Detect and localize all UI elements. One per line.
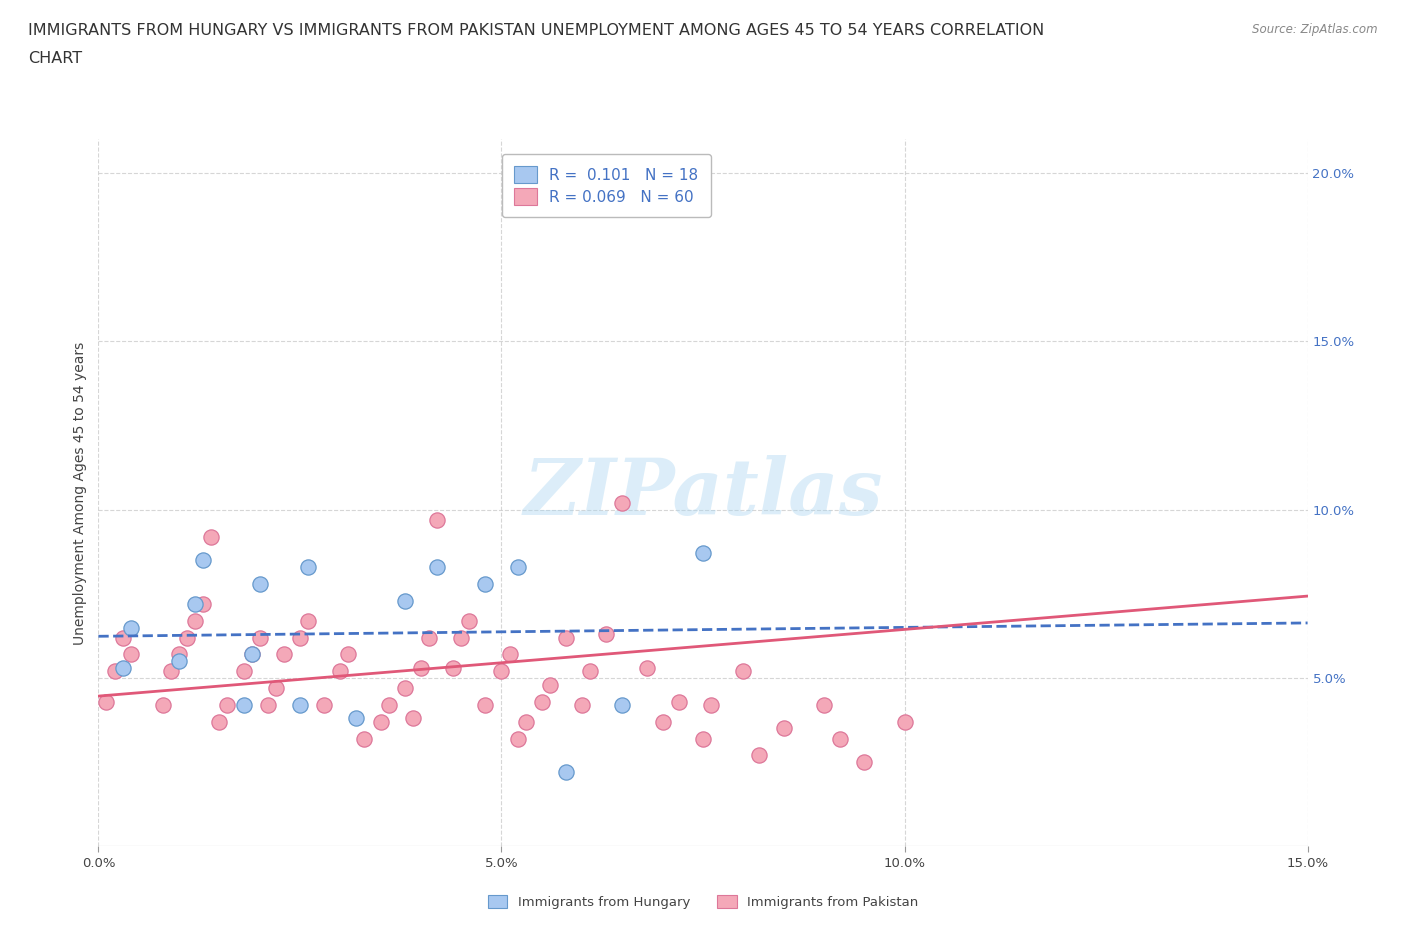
Legend: Immigrants from Hungary, Immigrants from Pakistan: Immigrants from Hungary, Immigrants from… [482,889,924,914]
Point [441,660,464,675]
Point [692,546,714,561]
Point [297,614,319,629]
Point [450,631,472,645]
Point [208,714,231,729]
Point [409,660,432,675]
Point [571,698,593,712]
Point [426,512,449,527]
Point [418,631,440,645]
Point [498,647,520,662]
Point [184,596,207,611]
Point [474,698,496,712]
Point [853,755,876,770]
Point [394,593,416,608]
Point [813,698,835,712]
Point [538,677,561,692]
Point [893,714,915,729]
Point [184,614,207,629]
Point [828,731,851,746]
Point [329,664,352,679]
Point [176,631,198,645]
Point [193,552,215,567]
Point [353,731,375,746]
Text: ZIPatlas: ZIPatlas [523,455,883,531]
Point [370,714,392,729]
Point [506,731,529,746]
Point [167,654,190,669]
Point [612,698,634,712]
Y-axis label: Unemployment Among Ages 45 to 54 years: Unemployment Among Ages 45 to 54 years [73,341,87,644]
Point [288,631,311,645]
Point [692,731,714,746]
Point [636,660,658,675]
Point [232,698,254,712]
Point [344,711,367,725]
Point [167,647,190,662]
Point [530,694,553,709]
Point [288,698,311,712]
Point [426,560,449,575]
Point [217,698,239,712]
Point [96,694,118,709]
Point [256,698,278,712]
Point [111,660,134,675]
Point [506,560,529,575]
Point [249,631,271,645]
Point [458,614,481,629]
Point [120,647,142,662]
Point [515,714,537,729]
Point [700,698,723,712]
Point [152,698,174,712]
Text: Source: ZipAtlas.com: Source: ZipAtlas.com [1253,23,1378,36]
Point [120,620,142,635]
Point [394,681,416,696]
Point [612,496,634,511]
Point [651,714,673,729]
Point [733,664,755,679]
Point [491,664,513,679]
Point [595,627,617,642]
Point [249,577,271,591]
Point [103,664,125,679]
Point [402,711,425,725]
Point [748,748,770,763]
Point [555,764,578,779]
Point [668,694,690,709]
Point [200,529,222,544]
Point [297,560,319,575]
Point [264,681,287,696]
Point [240,647,263,662]
Point [314,698,336,712]
Point [273,647,295,662]
Point [579,664,602,679]
Point [240,647,263,662]
Legend: R =  0.101   N = 18, R = 0.069   N = 60: R = 0.101 N = 18, R = 0.069 N = 60 [502,154,710,218]
Point [377,698,399,712]
Text: IMMIGRANTS FROM HUNGARY VS IMMIGRANTS FROM PAKISTAN UNEMPLOYMENT AMONG AGES 45 T: IMMIGRANTS FROM HUNGARY VS IMMIGRANTS FR… [28,23,1045,38]
Point [232,664,254,679]
Point [555,631,578,645]
Point [337,647,360,662]
Point [111,631,134,645]
Point [193,596,215,611]
Point [474,577,496,591]
Text: CHART: CHART [28,51,82,66]
Point [772,721,794,736]
Point [160,664,183,679]
